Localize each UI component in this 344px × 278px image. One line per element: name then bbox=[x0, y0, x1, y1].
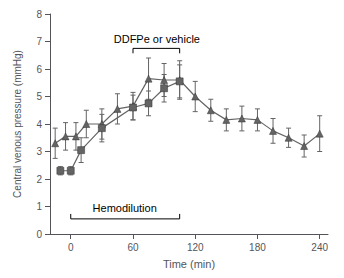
svg-text:4: 4 bbox=[36, 119, 42, 130]
svg-text:DDFPe or vehicle: DDFPe or vehicle bbox=[114, 33, 200, 45]
svg-text:1: 1 bbox=[36, 201, 42, 212]
svg-text:120: 120 bbox=[187, 242, 204, 253]
svg-text:240: 240 bbox=[311, 242, 328, 253]
svg-text:0: 0 bbox=[68, 242, 74, 253]
svg-text:8: 8 bbox=[36, 9, 42, 20]
svg-text:Time (min): Time (min) bbox=[163, 258, 215, 270]
svg-text:5: 5 bbox=[36, 91, 42, 102]
svg-text:60: 60 bbox=[127, 242, 139, 253]
svg-text:7: 7 bbox=[36, 36, 42, 47]
svg-text:180: 180 bbox=[249, 242, 266, 253]
svg-text:2: 2 bbox=[36, 174, 42, 185]
svg-text:Central venous pressure (mmHg): Central venous pressure (mmHg) bbox=[12, 50, 23, 198]
svg-text:6: 6 bbox=[36, 64, 42, 75]
svg-text:Hemodilution: Hemodilution bbox=[93, 202, 157, 214]
svg-text:3: 3 bbox=[36, 146, 42, 157]
svg-text:0: 0 bbox=[36, 229, 42, 240]
